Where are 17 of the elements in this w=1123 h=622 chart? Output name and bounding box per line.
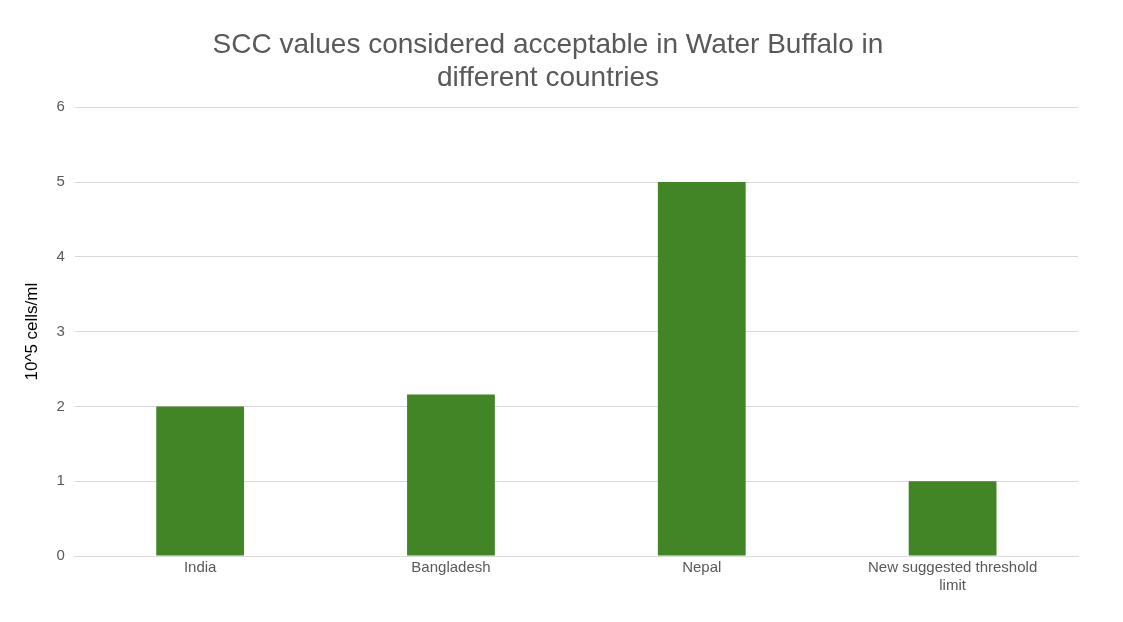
bar (407, 394, 495, 556)
x-tick-label: India (183, 558, 218, 576)
y-tick-label: 1 (56, 471, 65, 489)
y-tick-label: 6 (56, 97, 65, 115)
bar (156, 406, 245, 556)
y-tick-label: 4 (56, 246, 65, 264)
x-tick-label: Nepal (682, 558, 722, 576)
y-tick-label: 2 (56, 396, 65, 414)
chart-title: SCC values considered acceptable in Water Buffalo in different countries (212, 27, 884, 93)
bar (657, 182, 746, 556)
y-tick-label: 3 (56, 321, 65, 339)
y-tick-label: 5 (56, 172, 65, 190)
y-axis-title: 10^5 cells/ml (21, 282, 41, 381)
bar (908, 481, 997, 556)
y-tick-label: 0 (56, 546, 65, 564)
x-tick-label: Bangladesh (411, 558, 491, 576)
x-tick-label: New suggested threshold limit (867, 558, 1038, 594)
